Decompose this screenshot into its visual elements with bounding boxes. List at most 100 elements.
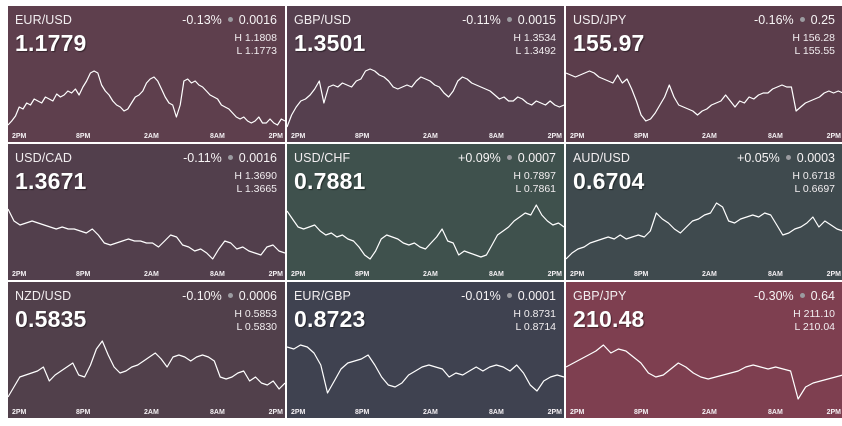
axis-label: 8PM — [634, 271, 649, 278]
axis-label: 2AM — [702, 271, 717, 278]
axis-label: 8AM — [768, 409, 783, 416]
fx-tile-gbp-usd[interactable]: GBP/USD 1.3501 -0.11% 0.0015 H 1.3534 L 1… — [287, 6, 564, 142]
axis-label: 2PM — [547, 271, 562, 278]
current-price: 0.8723 — [294, 306, 366, 332]
high-value: H 1.3690 — [234, 170, 277, 182]
time-axis: 2PM 8PM 2AM 8AM 2PM — [8, 406, 285, 416]
axis-label: 8PM — [76, 409, 91, 416]
currency-pair-label: AUD/USD — [573, 151, 630, 165]
change-indicator: -0.11% 0.0015 — [462, 13, 556, 27]
fx-tile-gbp-jpy[interactable]: GBP/JPY 210.48 -0.30% 0.64 H 211.10 L 210… — [566, 282, 842, 418]
fx-tile-usd-cad[interactable]: USD/CAD 1.3671 -0.11% 0.0016 H 1.3690 L 1… — [8, 144, 285, 280]
separator-dot-icon — [227, 293, 233, 299]
fx-tile-aud-usd[interactable]: AUD/USD 0.6704 +0.05% 0.0003 H 0.6718 L 0… — [566, 144, 842, 280]
axis-label: 8AM — [489, 409, 504, 416]
currency-pair-label: USD/JPY — [573, 13, 627, 27]
axis-label: 8PM — [634, 133, 649, 140]
current-price: 0.7881 — [294, 168, 366, 194]
high-value: H 156.28 — [792, 32, 835, 44]
current-price: 1.1779 — [15, 30, 87, 56]
axis-label: 2PM — [268, 409, 283, 416]
axis-label: 2AM — [144, 409, 159, 416]
current-price: 1.3671 — [15, 168, 87, 194]
separator-dot-icon — [506, 293, 512, 299]
high-low-values: H 1.3534 L 1.3492 — [513, 32, 556, 58]
high-value: H 1.3534 — [513, 32, 556, 44]
change-percent: -0.11% — [183, 151, 222, 165]
change-absolute: 0.0001 — [517, 289, 556, 303]
sparkline-chart — [8, 208, 285, 260]
change-absolute: 0.0016 — [238, 151, 277, 165]
low-value: L 0.5830 — [236, 321, 277, 333]
change-absolute: 0.0006 — [238, 289, 277, 303]
high-value: H 1.1808 — [234, 32, 277, 44]
high-value: H 0.6718 — [792, 170, 835, 182]
separator-dot-icon — [799, 17, 805, 23]
change-absolute: 0.25 — [810, 13, 835, 27]
axis-label: 8AM — [210, 409, 225, 416]
sparkline-chart — [566, 70, 842, 122]
axis-label: 2AM — [702, 133, 717, 140]
high-low-values: H 1.3690 L 1.3665 — [234, 170, 277, 196]
change-absolute: 0.0003 — [796, 151, 835, 165]
high-value: H 0.5853 — [234, 308, 277, 320]
fx-tile-usd-chf[interactable]: USD/CHF 0.7881 +0.09% 0.0007 H 0.7897 L 0… — [287, 144, 564, 280]
change-percent: +0.05% — [737, 151, 780, 165]
low-value: L 210.04 — [794, 321, 835, 333]
sparkline-chart — [566, 202, 842, 260]
time-axis: 2PM 8PM 2AM 8AM 2PM — [566, 268, 842, 278]
axis-label: 2AM — [423, 133, 438, 140]
axis-label: 8AM — [489, 133, 504, 140]
axis-label: 8AM — [489, 271, 504, 278]
separator-dot-icon — [799, 293, 805, 299]
change-percent: -0.30% — [754, 289, 794, 303]
change-absolute: 0.0016 — [238, 13, 277, 27]
time-axis: 2PM 8PM 2AM 8AM 2PM — [287, 130, 564, 140]
axis-label: 8PM — [355, 409, 370, 416]
change-absolute: 0.0007 — [517, 151, 556, 165]
change-indicator: -0.01% 0.0001 — [461, 289, 556, 303]
axis-label: 8AM — [768, 271, 783, 278]
low-value: L 0.7861 — [515, 183, 556, 195]
axis-label: 2PM — [826, 409, 841, 416]
axis-label: 2PM — [826, 271, 841, 278]
axis-label: 8PM — [634, 409, 649, 416]
change-percent: -0.13% — [182, 13, 222, 27]
axis-label: 2PM — [570, 409, 585, 416]
change-indicator: -0.13% 0.0016 — [182, 13, 277, 27]
fx-tiles-grid: EUR/USD 1.1779 -0.13% 0.0016 H 1.1808 L 1… — [8, 6, 842, 418]
change-percent: -0.11% — [462, 13, 501, 27]
axis-label: 2PM — [570, 271, 585, 278]
axis-label: 2PM — [547, 133, 562, 140]
axis-label: 2AM — [144, 271, 159, 278]
high-low-values: H 0.6718 L 0.6697 — [792, 170, 835, 196]
sparkline-chart — [287, 68, 564, 128]
separator-dot-icon — [227, 17, 233, 23]
fx-tile-nzd-usd[interactable]: NZD/USD 0.5835 -0.10% 0.0006 H 0.5853 L 0… — [8, 282, 285, 418]
time-axis: 2PM 8PM 2AM 8AM 2PM — [8, 130, 285, 140]
axis-label: 2PM — [12, 133, 27, 140]
low-value: L 155.55 — [794, 45, 835, 57]
low-value: L 0.8714 — [515, 321, 556, 333]
high-value: H 0.7897 — [513, 170, 556, 182]
low-value: L 0.6697 — [794, 183, 835, 195]
axis-label: 2AM — [423, 271, 438, 278]
axis-label: 2PM — [12, 271, 27, 278]
current-price: 155.97 — [573, 30, 645, 56]
separator-dot-icon — [506, 17, 512, 23]
time-axis: 2PM 8PM 2AM 8AM 2PM — [287, 268, 564, 278]
change-indicator: -0.16% 0.25 — [754, 13, 835, 27]
fx-tile-eur-usd[interactable]: EUR/USD 1.1779 -0.13% 0.0016 H 1.1808 L 1… — [8, 6, 285, 142]
sparkline-chart — [8, 340, 285, 398]
currency-pair-label: USD/CHF — [294, 151, 351, 165]
fx-tile-usd-jpy[interactable]: USD/JPY 155.97 -0.16% 0.25 H 156.28 L 155… — [566, 6, 842, 142]
axis-label: 2PM — [268, 271, 283, 278]
change-percent: -0.16% — [754, 13, 794, 27]
time-axis: 2PM 8PM 2AM 8AM 2PM — [287, 406, 564, 416]
fx-tile-eur-gbp[interactable]: EUR/GBP 0.8723 -0.01% 0.0001 H 0.8731 L 0… — [287, 282, 564, 418]
axis-label: 2AM — [702, 409, 717, 416]
axis-label: 8AM — [768, 133, 783, 140]
sparkline-chart — [287, 204, 564, 260]
low-value: L 1.3665 — [236, 183, 277, 195]
axis-label: 2PM — [291, 133, 306, 140]
